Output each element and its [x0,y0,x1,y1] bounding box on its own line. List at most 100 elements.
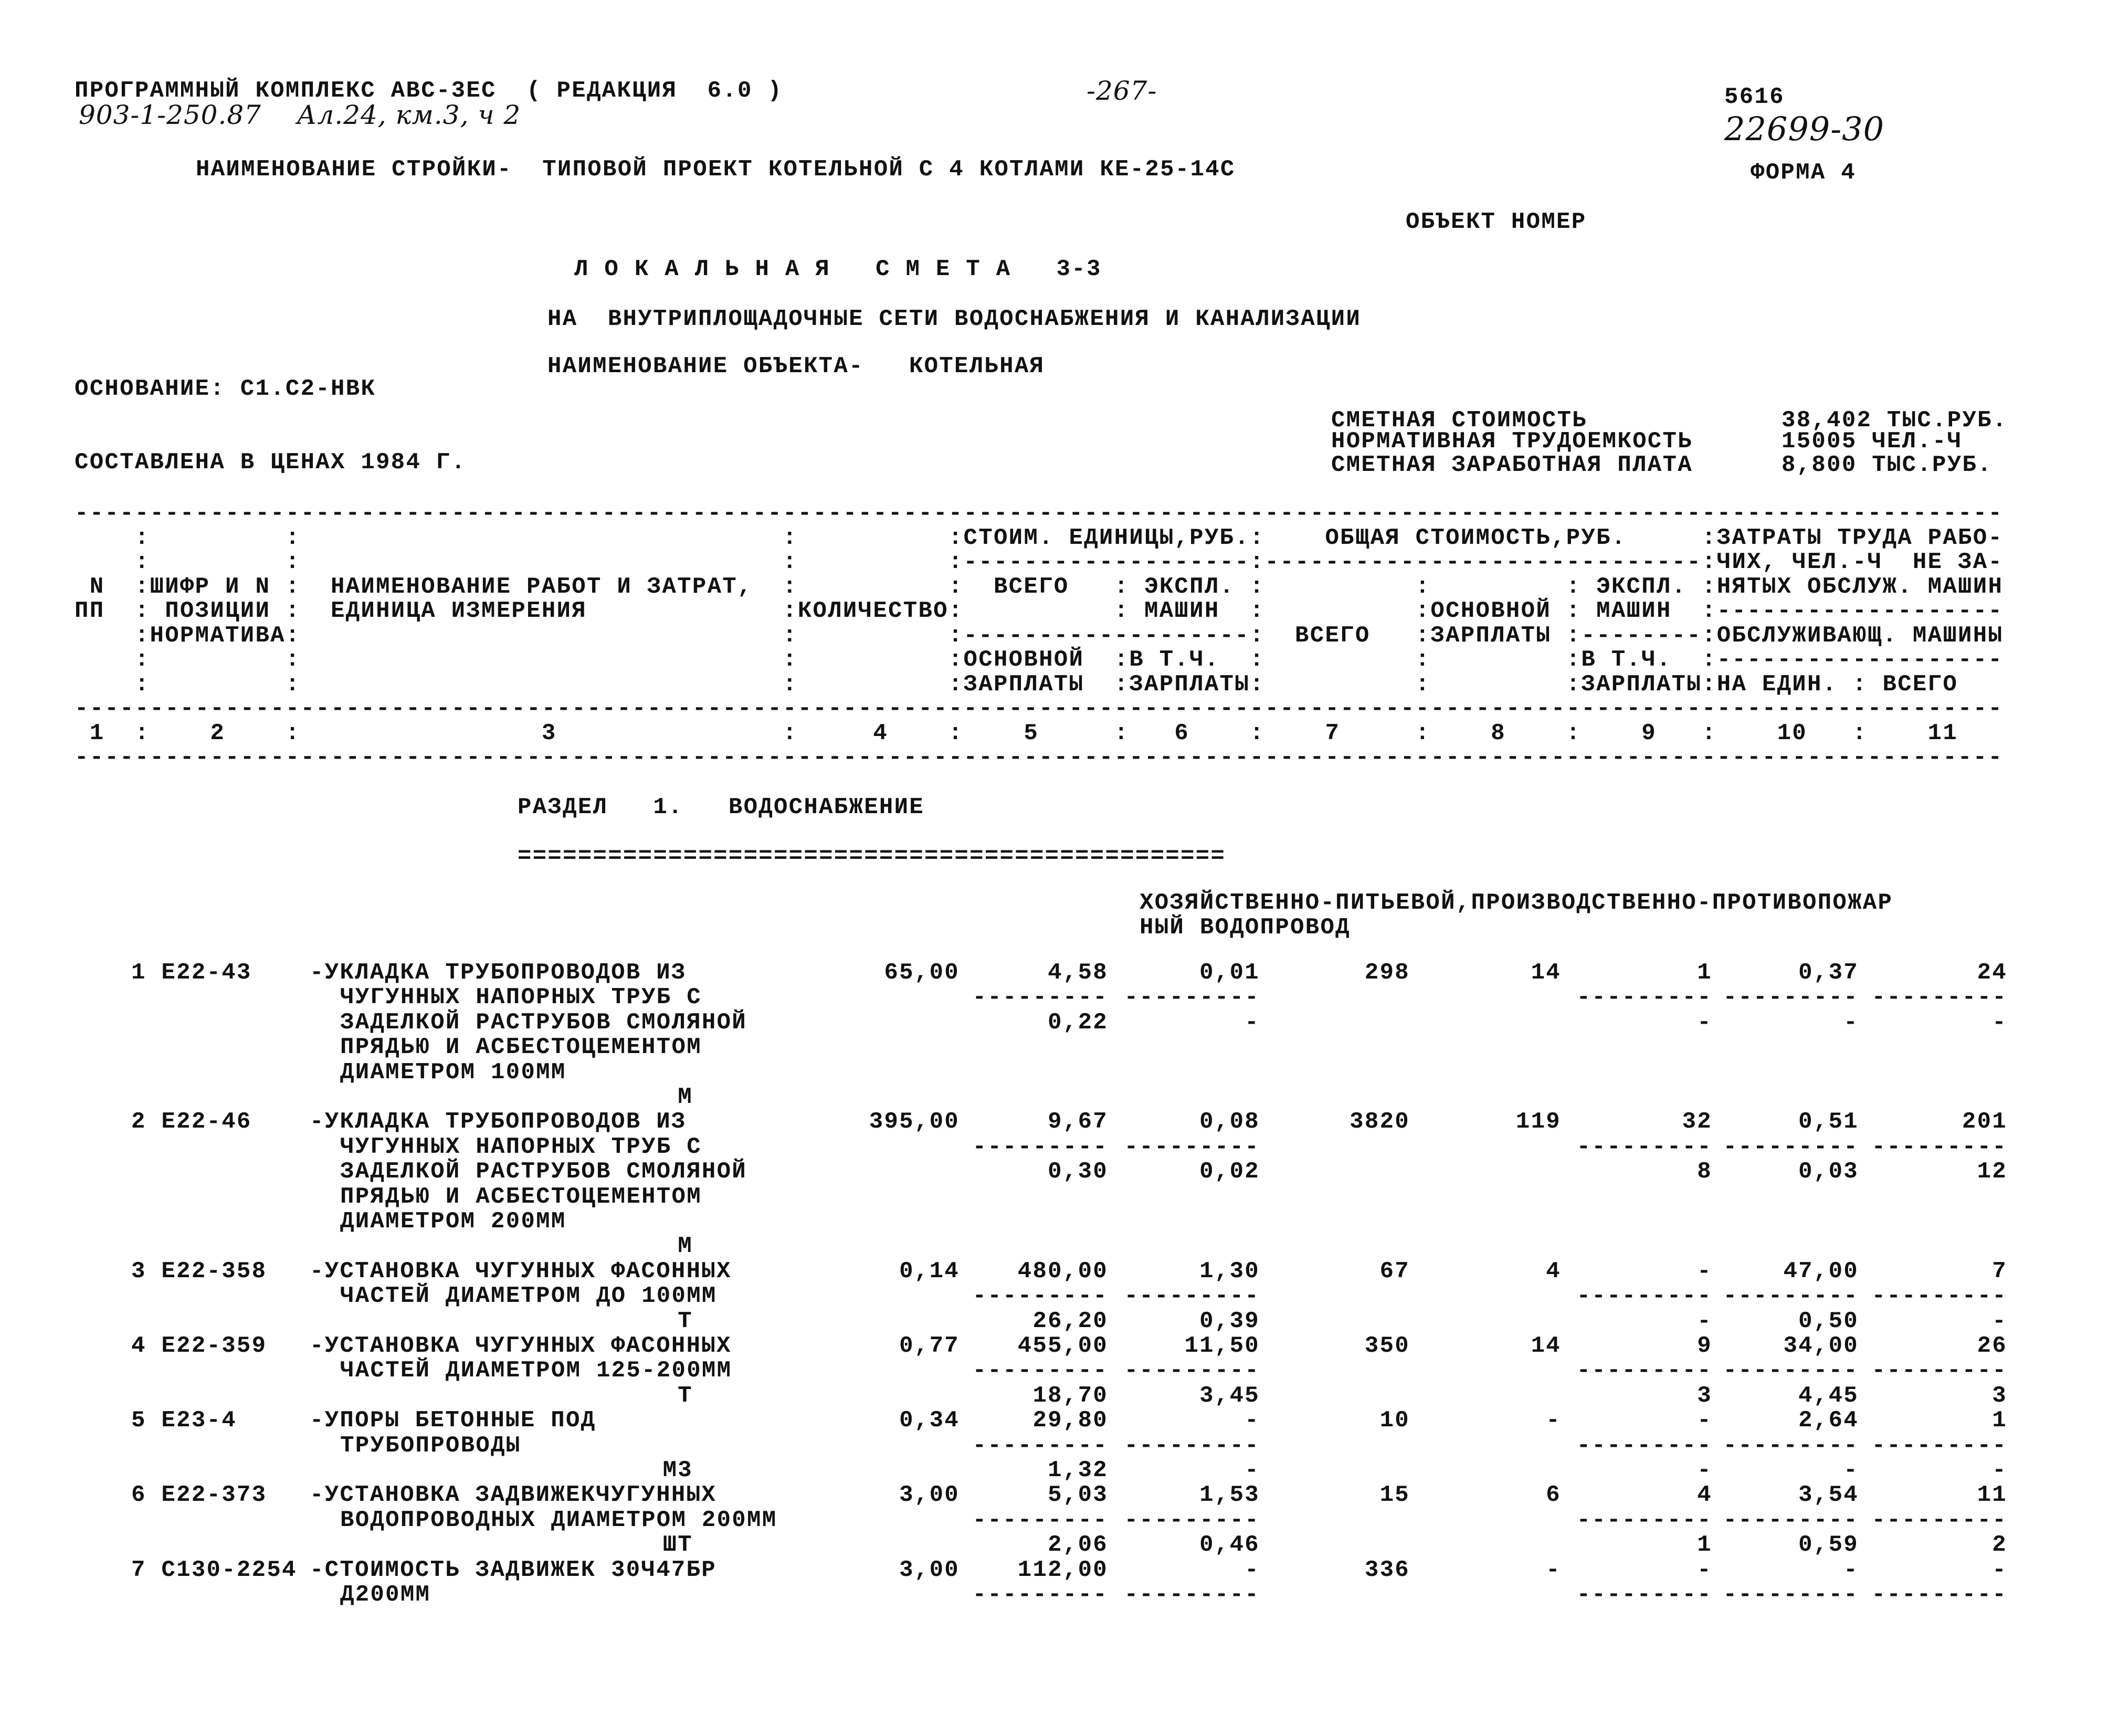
row-description: -УКЛАДКА ТРУБОПРОВОДОВ ИЗ [310,960,687,986]
unit-wages: 2,06 [1048,1532,1108,1559]
total-cost: 10 [1379,1407,1410,1434]
unit-machine-wages: 0,02 [1199,1159,1260,1185]
row-description: -УСТАНОВКА ЧУГУННЫХ ФАСОННЫХ [310,1258,732,1285]
row-divider: --------- [1124,1283,1260,1310]
row-description: ЧАСТЕЙ ДИАМЕТРОМ ДО 100ММ [340,1283,717,1310]
handwritten-reference: 903-1-250.87 Ал.24, км.3, ч 2 [79,100,521,130]
row-code: 1 Е22-43 [131,960,252,986]
total-cost: 336 [1364,1556,1410,1583]
object-number: ОБЪЕКТ НОМЕР [1406,209,1587,235]
unit-cost-machines: 0,01 [1199,960,1260,986]
unit-cost-machines: 0,08 [1199,1109,1260,1135]
row-description: -УКЛАДКА ТРУБОПРОВОДОВ ИЗ [310,1109,687,1135]
total-machines: 4 [1697,1482,1712,1509]
row-description: Д200ММ [340,1581,431,1608]
total-cost: 350 [1364,1333,1410,1359]
row-code: 3 Е22-358 [131,1258,267,1285]
row-unit: ШТ [662,1532,693,1559]
row-description: ДИАМЕТРОМ 100ММ [340,1059,566,1086]
unit-machine-wages: 0,46 [1199,1532,1260,1559]
labor-per-unit: - [1843,1556,1859,1583]
total-wages: - [1546,1556,1561,1583]
machine-wages: - [1697,1308,1712,1334]
quantity: 0,34 [899,1407,960,1434]
row-code: 2 Е22-46 [131,1109,252,1135]
maintenance-total: 3 [1992,1382,2007,1409]
maintenance-per-unit: - [1843,1457,1859,1484]
unit-cost-total: 9,67 [1048,1109,1108,1135]
row-divider: --------- [1124,1507,1260,1533]
total-wages: - [1546,1407,1561,1434]
total-machines: - [1697,1556,1712,1583]
table-header: ----------------------------------------… [75,501,2003,770]
total-cost: 3820 [1350,1109,1410,1135]
row-description: ДИАМЕТРОМ 200ММ [340,1208,566,1235]
basis: ОСНОВАНИЕ: С1.С2-НВК [75,376,376,402]
header-line: : : : :ЗАРПЛАТЫ :ЗАРПЛАТЫ: : :ЗАРПЛАТЫ:Н… [75,671,1958,698]
row-unit: М [678,1233,693,1260]
row-divider: --------- [1871,1432,2007,1459]
row-divider: --------- [1723,1133,1859,1160]
total-wages: 6 [1546,1482,1561,1509]
maintenance-total: 12 [1977,1159,2007,1185]
row-divider: --------- [1576,1358,1712,1384]
unit-cost-total: 5,03 [1048,1482,1108,1509]
total-machines: - [1697,1407,1712,1434]
section-underline: ========================================… [518,843,1226,869]
section-subtitle: ХОЗЯЙСТВЕННО-ПИТЬЕВОЙ,ПРОИЗВОДСТВЕННО-ПР… [1140,890,1893,916]
unit-cost-machines: 1,30 [1199,1258,1260,1285]
unit-wages: 1,32 [1048,1457,1108,1484]
maintenance-total: - [1992,1457,2007,1484]
row-divider: --------- [1124,1432,1260,1459]
row-divider: --------- [972,984,1108,1011]
row-divider: --------- [1124,1133,1260,1160]
unit-machine-wages: 3,45 [1199,1382,1260,1409]
row-code: 6 Е22-373 [131,1482,267,1509]
total-wages: 14 [1531,1333,1561,1359]
machine-wages: 1 [1697,1532,1712,1559]
maintenance-per-unit: 4,45 [1798,1382,1859,1409]
labor-total: 26 [1977,1333,2007,1359]
row-divider: --------- [1723,1283,1859,1310]
row-divider: --------- [972,1432,1108,1459]
unit-machine-wages: - [1245,1457,1260,1484]
row-divider: --------- [1871,1358,2007,1384]
row-description: ЧУГУННЫХ НАПОРНЫХ ТРУБ С [340,984,702,1011]
machine-wages: - [1697,1457,1712,1484]
document-subtitle: НА ВНУТРИПЛОЩАДОЧНЫЕ СЕТИ ВОДОСНАБЖЕНИЯ … [547,306,1362,332]
row-description: ЧАСТЕЙ ДИАМЕТРОМ 125-200ММ [340,1358,732,1384]
row-divider: --------- [972,1358,1108,1384]
total-wages: 4 [1546,1258,1561,1285]
handwritten-code: 22699-30 [1724,110,1885,148]
labor-per-unit: 3,54 [1798,1482,1859,1509]
row-description: ЗАДЕЛКОЙ РАСТРУБОВ СМОЛЯНОЙ [340,1159,747,1185]
row-divider: --------- [1576,1581,1712,1608]
unit-machine-wages: 0,39 [1199,1308,1260,1334]
labor-total: 7 [1992,1258,2007,1285]
program-line: ПРОГРАММНЫЙ КОМПЛЕКС АВС-3ЕС ( РЕДАКЦИЯ … [75,78,783,104]
row-divider: --------- [1723,1581,1859,1608]
row-description: -УПОРЫ БЕТОННЫЕ ПОД [310,1407,596,1434]
labor-per-unit: 2,64 [1798,1407,1859,1434]
header-line: : : : :ОСНОВНОЙ :В Т.Ч. : : :В Т.Ч. :---… [75,647,2004,673]
labor-total: 24 [1977,960,2007,986]
quantity: 0,14 [899,1258,960,1285]
maintenance-total: - [1992,1009,2007,1036]
header-line: : : : :-------------------:-------------… [75,549,2004,575]
row-divider: --------- [1124,1581,1260,1608]
quantity: 3,00 [899,1482,960,1509]
row-divider: --------- [1576,1283,1712,1310]
form-label: ФОРМА 4 [1751,160,1856,186]
row-description: ПРЯДЬЮ И АСБЕСТОЦЕМЕНТОМ [340,1183,702,1210]
row-code: 7 С130-2254 [131,1556,297,1583]
header-rule: ----------------------------------------… [75,744,2004,771]
total-machines: - [1697,1258,1712,1285]
row-divider: --------- [1576,1133,1712,1160]
labor-per-unit: 0,51 [1798,1109,1859,1135]
header-line: ПП : ПОЗИЦИИ : ЕДИНИЦА ИЗМЕРЕНИЯ :КОЛИЧЕ… [75,598,2004,624]
labor-total: 201 [1962,1109,2007,1135]
maintenance-per-unit: 0,50 [1798,1308,1859,1334]
unit-wages: 0,22 [1048,1009,1108,1036]
summary-value-labor: 15005 ЧЕЛ.-Ч [1782,428,1963,455]
row-description: -СТОИМОСТЬ ЗАДВИЖЕК 30Ч47БР [310,1556,717,1583]
